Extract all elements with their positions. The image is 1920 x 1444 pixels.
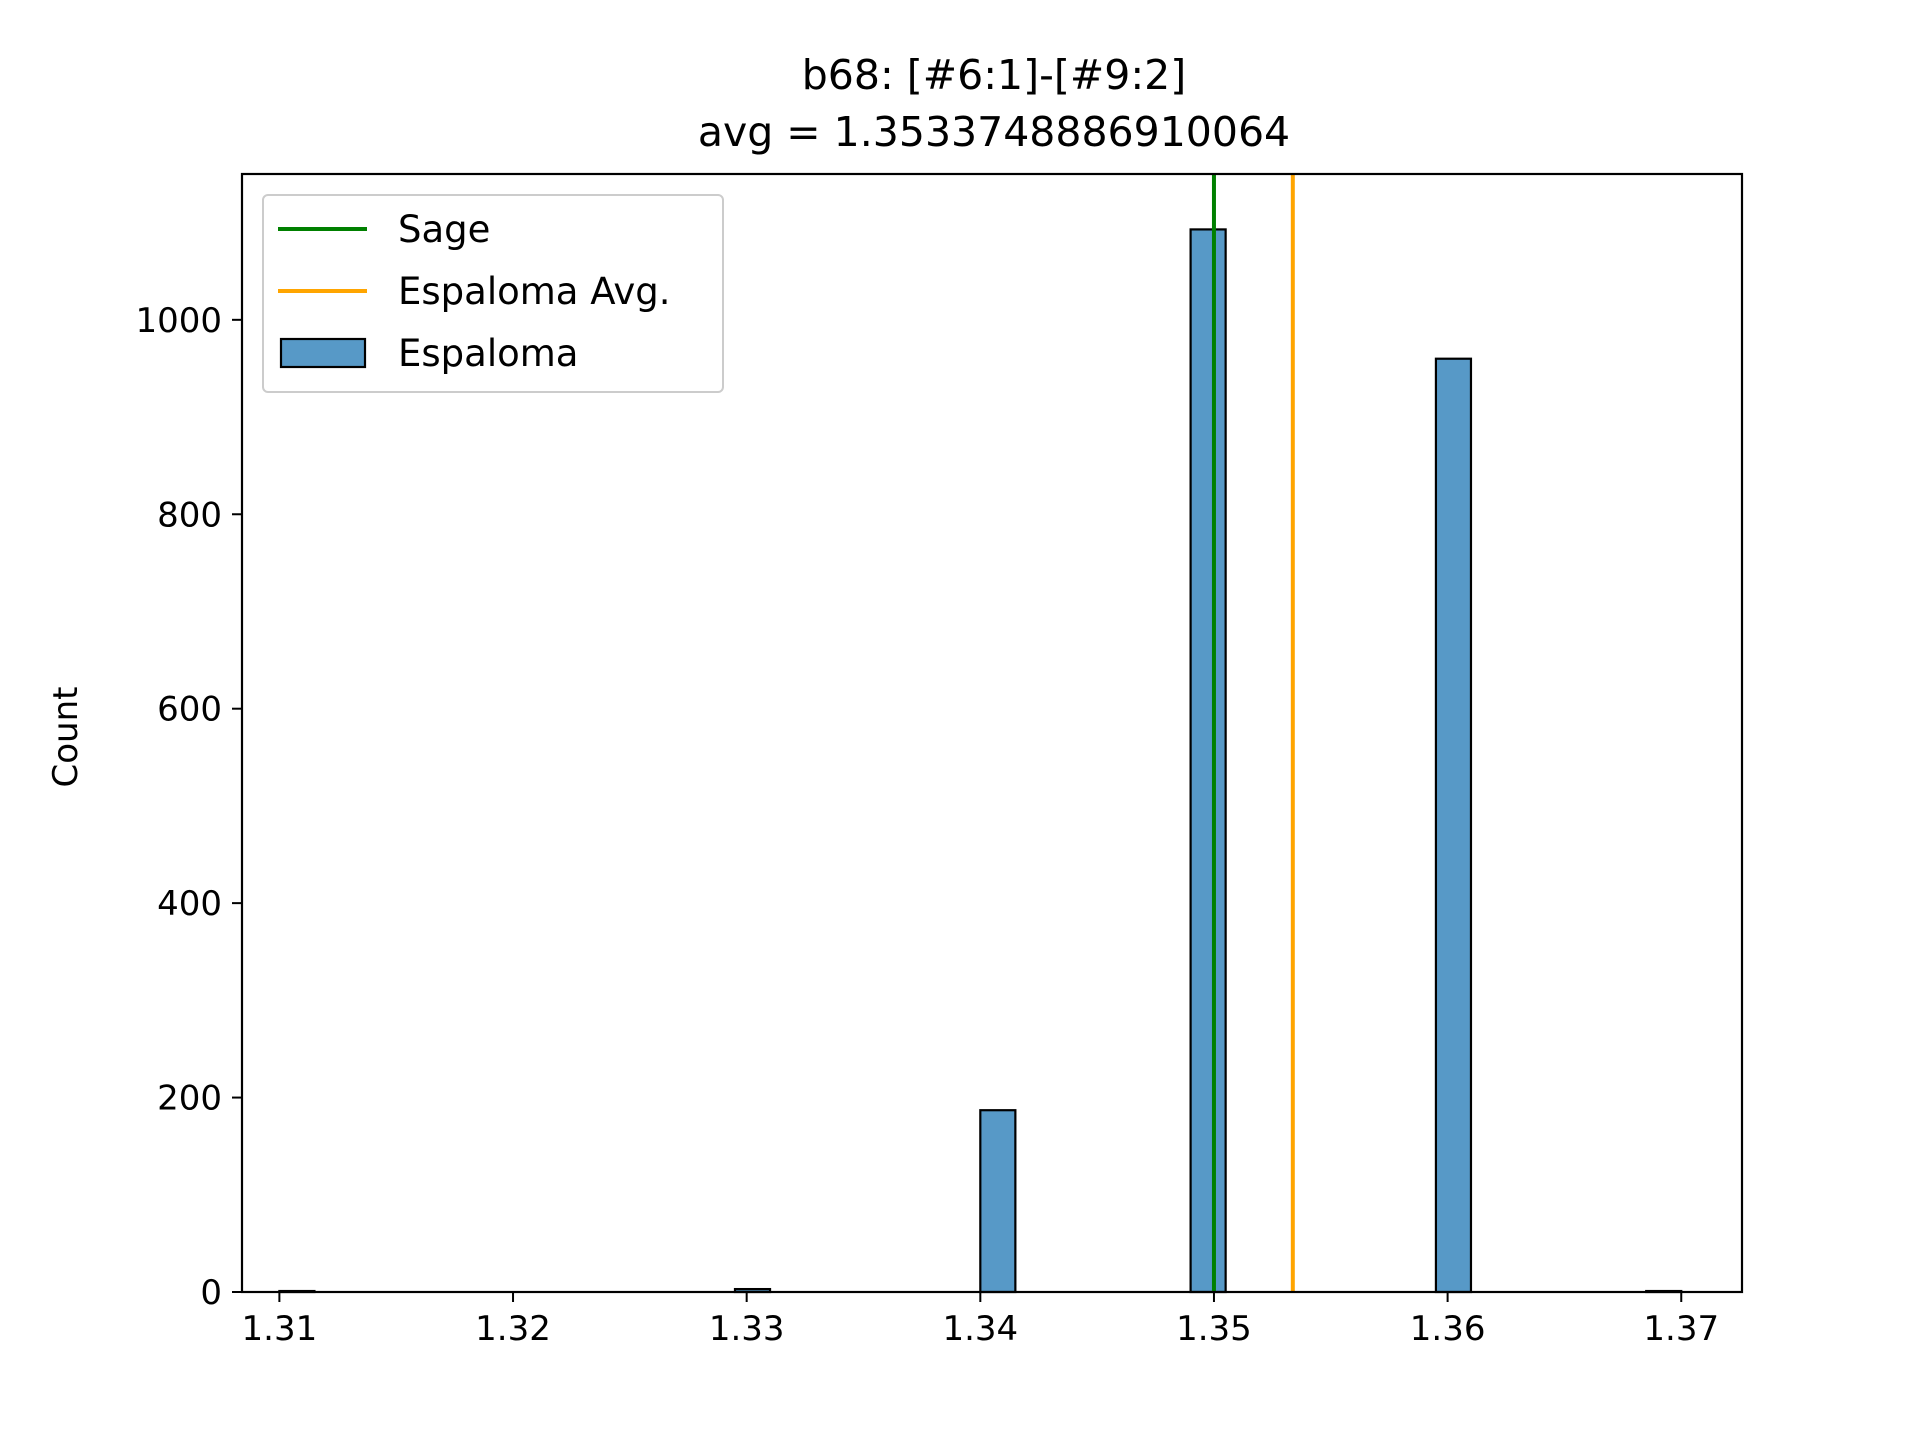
legend-label-1: Espaloma Avg. bbox=[398, 270, 671, 313]
chart-title-line-1: b68: [#6:1]-[#9:2] bbox=[802, 51, 1187, 99]
x-tick-label-1: 1.32 bbox=[475, 1309, 551, 1349]
chart-title-line-2: avg = 1.3533748886910064 bbox=[698, 108, 1290, 156]
histogram-bar-4 bbox=[1434, 357, 1473, 1294]
x-tick-label-4: 1.35 bbox=[1176, 1309, 1252, 1349]
y-tick-label-1: 200 bbox=[157, 1079, 222, 1119]
histogram-bar-3 bbox=[1189, 228, 1227, 1294]
legend-label-2: Espaloma bbox=[398, 332, 578, 375]
y-axis-label: Count bbox=[46, 687, 86, 788]
legend-label-0: Sage bbox=[398, 208, 490, 251]
y-tick-label-2: 400 bbox=[157, 884, 222, 924]
y-tick-label-4: 800 bbox=[157, 495, 222, 535]
x-tick-label-6: 1.37 bbox=[1643, 1309, 1719, 1349]
x-tick-label-5: 1.36 bbox=[1410, 1309, 1486, 1349]
x-tick-label-0: 1.31 bbox=[242, 1309, 318, 1349]
plot-area: 1.31 1.32 1.33 1.34 1.35 1.36 1.37 0 200 400 600 80… bbox=[135, 172, 1744, 1349]
x-tick-label-3: 1.34 bbox=[942, 1309, 1018, 1349]
y-tick-label-5: 1000 bbox=[135, 301, 222, 341]
legend-swatch-2 bbox=[279, 337, 367, 369]
y-tick-label-3: 600 bbox=[157, 690, 222, 730]
histogram-bar-2 bbox=[979, 1109, 1017, 1294]
legend: Sage Espaloma Avg. Espaloma bbox=[262, 194, 724, 393]
legend-box bbox=[262, 194, 724, 393]
y-tick-label-0: 0 bbox=[200, 1273, 222, 1313]
axes-frame bbox=[240, 172, 1744, 1294]
x-tick-label-2: 1.33 bbox=[709, 1309, 785, 1349]
